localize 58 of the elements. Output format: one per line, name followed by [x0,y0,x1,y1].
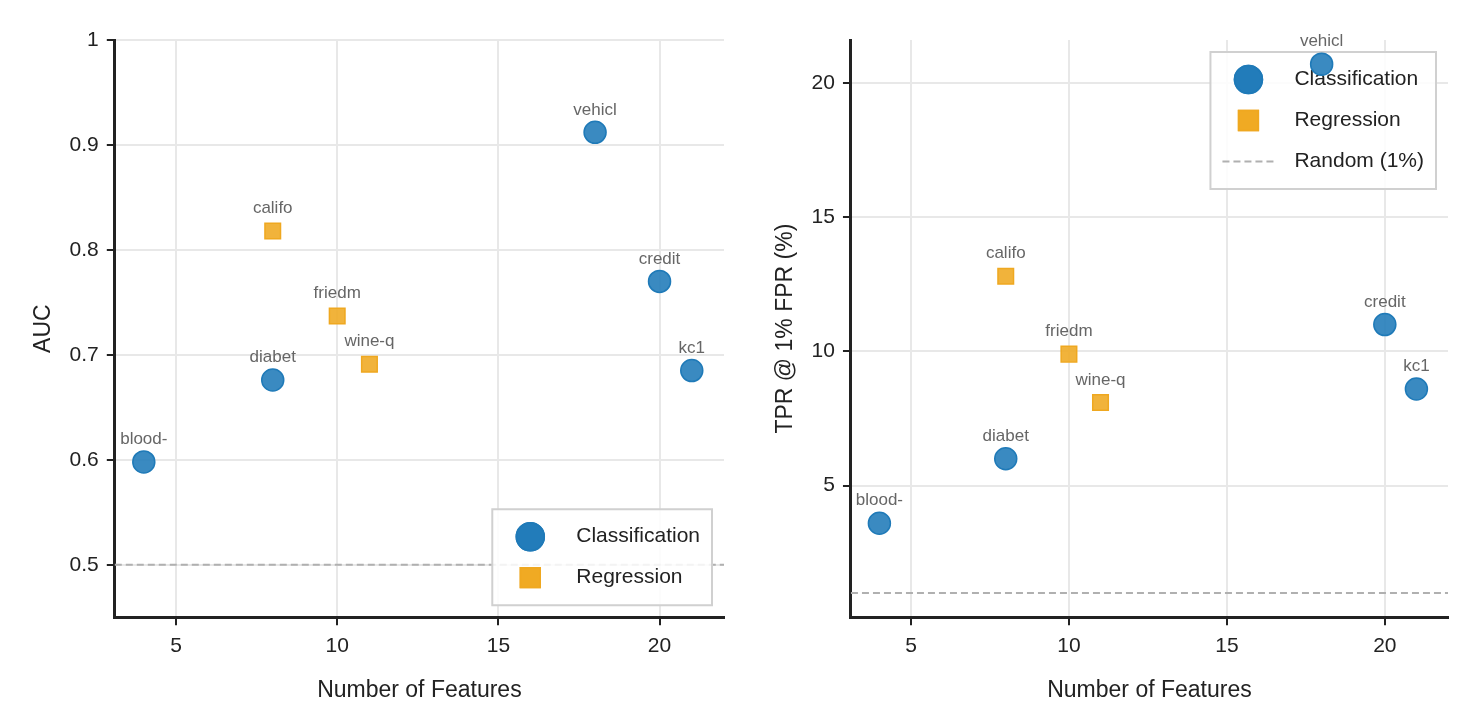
point [867,511,892,535]
y-tick-label: 1 [87,26,99,50]
x-axis-title: Number of Features [317,675,522,702]
y-tick-label: 0.6 [69,446,99,470]
y-tick-label: 0.8 [69,236,99,260]
annotation: vehicl [573,99,617,119]
annotation: friedm [1045,321,1093,341]
x-axis-title: Number of Features [1047,675,1252,702]
y-tick-label: 20 [811,69,835,93]
annotation: diabet [982,425,1030,445]
point [647,269,672,294]
y-tick-label: 0.7 [69,341,99,365]
annotation: blood- [120,429,168,449]
x-tick-label: 5 [905,632,917,656]
x-tick-label: 10 [325,632,349,656]
legend-label: Classification [576,523,701,547]
y-axis-title: TPR @ 1% FPR (%) [771,223,798,434]
point [264,222,282,240]
annotation: friedm [313,283,361,303]
point [328,307,346,325]
point [132,450,156,474]
point [1373,312,1397,337]
point [1404,377,1429,401]
point [1091,393,1110,411]
annotation: califo [252,198,293,218]
annotation: califo [985,243,1026,263]
x-tick-label: 15 [1215,632,1239,656]
point [583,120,607,145]
y-tick-label: 0.5 [69,551,99,575]
x-tick-label: 10 [1057,632,1081,656]
annotation: wine-q [343,331,395,351]
point [994,447,1018,471]
annotation: diabet [249,347,297,367]
legend-label: Classification [1294,66,1419,90]
y-tick-label: 15 [811,203,835,227]
y-tick-label: 0.9 [69,131,99,155]
x-tick-label: 20 [1373,632,1397,656]
point [680,358,704,383]
annotation: credit [638,248,681,268]
y-tick-label: 5 [823,472,835,496]
point [1060,345,1078,363]
legend-label: Regression [576,564,683,588]
annotation: kc1 [678,337,705,357]
point [360,355,378,373]
y-axis-title: AUC [29,304,56,353]
point [997,267,1015,285]
legend-label: Random (1%) [1294,148,1425,172]
y-tick-label: 10 [811,338,835,362]
legend-label: Regression [1294,107,1401,131]
annotation: vehicl [1299,31,1344,51]
x-tick-label: 5 [170,632,182,656]
x-tick-label: 20 [647,632,672,656]
point [260,368,285,392]
annotation: wine-q [1074,369,1126,389]
annotation: kc1 [1403,356,1430,376]
x-tick-label: 15 [486,632,511,656]
annotation: blood- [855,490,904,510]
annotation: credit [1364,291,1406,311]
